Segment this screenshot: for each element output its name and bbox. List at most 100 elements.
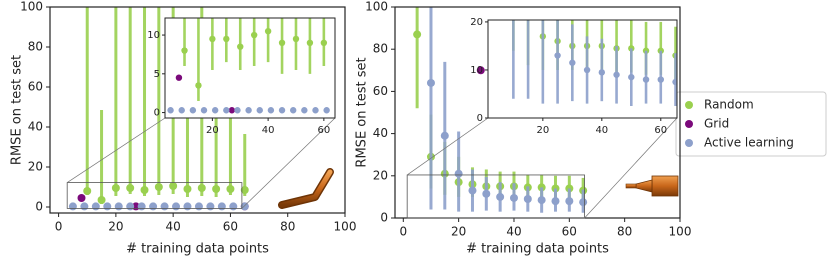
point — [237, 43, 244, 50]
x-tick-label: 40 — [506, 225, 521, 239]
point — [569, 59, 576, 66]
y-tick-label: 80 — [28, 40, 43, 54]
point — [496, 192, 505, 201]
point — [183, 202, 192, 211]
point — [292, 35, 300, 43]
legend-label: Grid — [704, 117, 729, 131]
legend-box — [675, 91, 827, 157]
zoom-connector — [241, 117, 336, 209]
point — [657, 76, 664, 83]
x-tick-label: 60 — [562, 225, 577, 239]
point — [613, 71, 620, 78]
point — [137, 202, 146, 211]
point — [228, 107, 236, 114]
point — [278, 107, 286, 114]
point — [413, 30, 422, 39]
point — [278, 39, 286, 47]
point — [240, 186, 249, 194]
point — [126, 184, 135, 192]
y-tick-label: 40 — [373, 126, 388, 140]
point — [160, 202, 169, 211]
x-tick-label: 0 — [399, 225, 407, 239]
zoom-region — [66, 182, 243, 209]
series: Active learning — [512, 20, 677, 106]
point — [565, 197, 574, 206]
point — [111, 184, 120, 192]
x-tick-label: 60 — [223, 220, 238, 234]
point — [217, 202, 226, 211]
y-axis-label: RMSE on test set — [355, 57, 370, 167]
inset-bg — [165, 18, 335, 118]
point — [301, 107, 308, 114]
series: Random — [181, 18, 335, 101]
point — [103, 202, 112, 211]
series: Grid — [476, 66, 485, 75]
point — [175, 74, 183, 81]
point — [245, 107, 252, 114]
legend: Random Grid Active learning — [675, 91, 827, 157]
zoom-region — [406, 174, 585, 219]
zoom-connector — [406, 117, 489, 176]
point — [440, 131, 449, 140]
pipe-icon — [278, 168, 334, 209]
point — [454, 169, 463, 178]
point — [140, 186, 149, 194]
inset-y-tick-label: 0 — [154, 108, 160, 119]
point — [323, 107, 330, 114]
inset-y-tick-label: 5 — [154, 69, 160, 80]
legend-marker — [685, 139, 693, 147]
point — [579, 198, 588, 207]
point — [189, 107, 197, 114]
inset-x-tick-label: 60 — [317, 125, 330, 136]
point — [541, 20, 545, 21]
point — [178, 107, 185, 114]
y-tick-label: 20 — [373, 168, 388, 182]
series: Active learning — [426, 7, 588, 213]
point — [77, 194, 86, 202]
point — [226, 185, 235, 193]
point — [234, 107, 241, 114]
x-tick-label: 100 — [334, 220, 357, 234]
point — [509, 193, 518, 202]
point — [149, 202, 158, 211]
point — [68, 202, 77, 211]
point — [212, 185, 221, 193]
point — [476, 66, 485, 75]
series: Active learning — [68, 202, 249, 211]
y-tick-label: 100 — [20, 0, 43, 14]
legend-label: Active learning — [704, 136, 794, 150]
inset-bg — [488, 20, 677, 118]
point — [209, 35, 216, 43]
point — [306, 39, 314, 47]
inset-frame — [487, 19, 678, 119]
point — [526, 20, 530, 21]
y-axis-label: RMSE on test set — [10, 55, 25, 165]
point — [80, 202, 89, 211]
y-tick-label: 40 — [28, 120, 43, 134]
x-tick-label: 20 — [451, 225, 466, 239]
point — [194, 202, 203, 211]
point — [256, 107, 263, 114]
point — [482, 189, 491, 198]
point — [200, 107, 208, 114]
legend-marker — [685, 101, 693, 109]
point — [223, 107, 230, 114]
point — [537, 196, 546, 205]
x-tick-label: 80 — [280, 220, 295, 234]
legend-label: Random — [704, 98, 754, 112]
point — [334, 108, 335, 112]
point — [267, 107, 275, 114]
inset-frame — [164, 17, 336, 119]
x-tick-label: 0 — [55, 220, 63, 234]
x-tick-label: 80 — [617, 225, 632, 239]
axes-frame — [49, 6, 346, 214]
y-tick-label: 60 — [28, 80, 43, 94]
point — [154, 183, 163, 191]
point — [334, 108, 335, 112]
